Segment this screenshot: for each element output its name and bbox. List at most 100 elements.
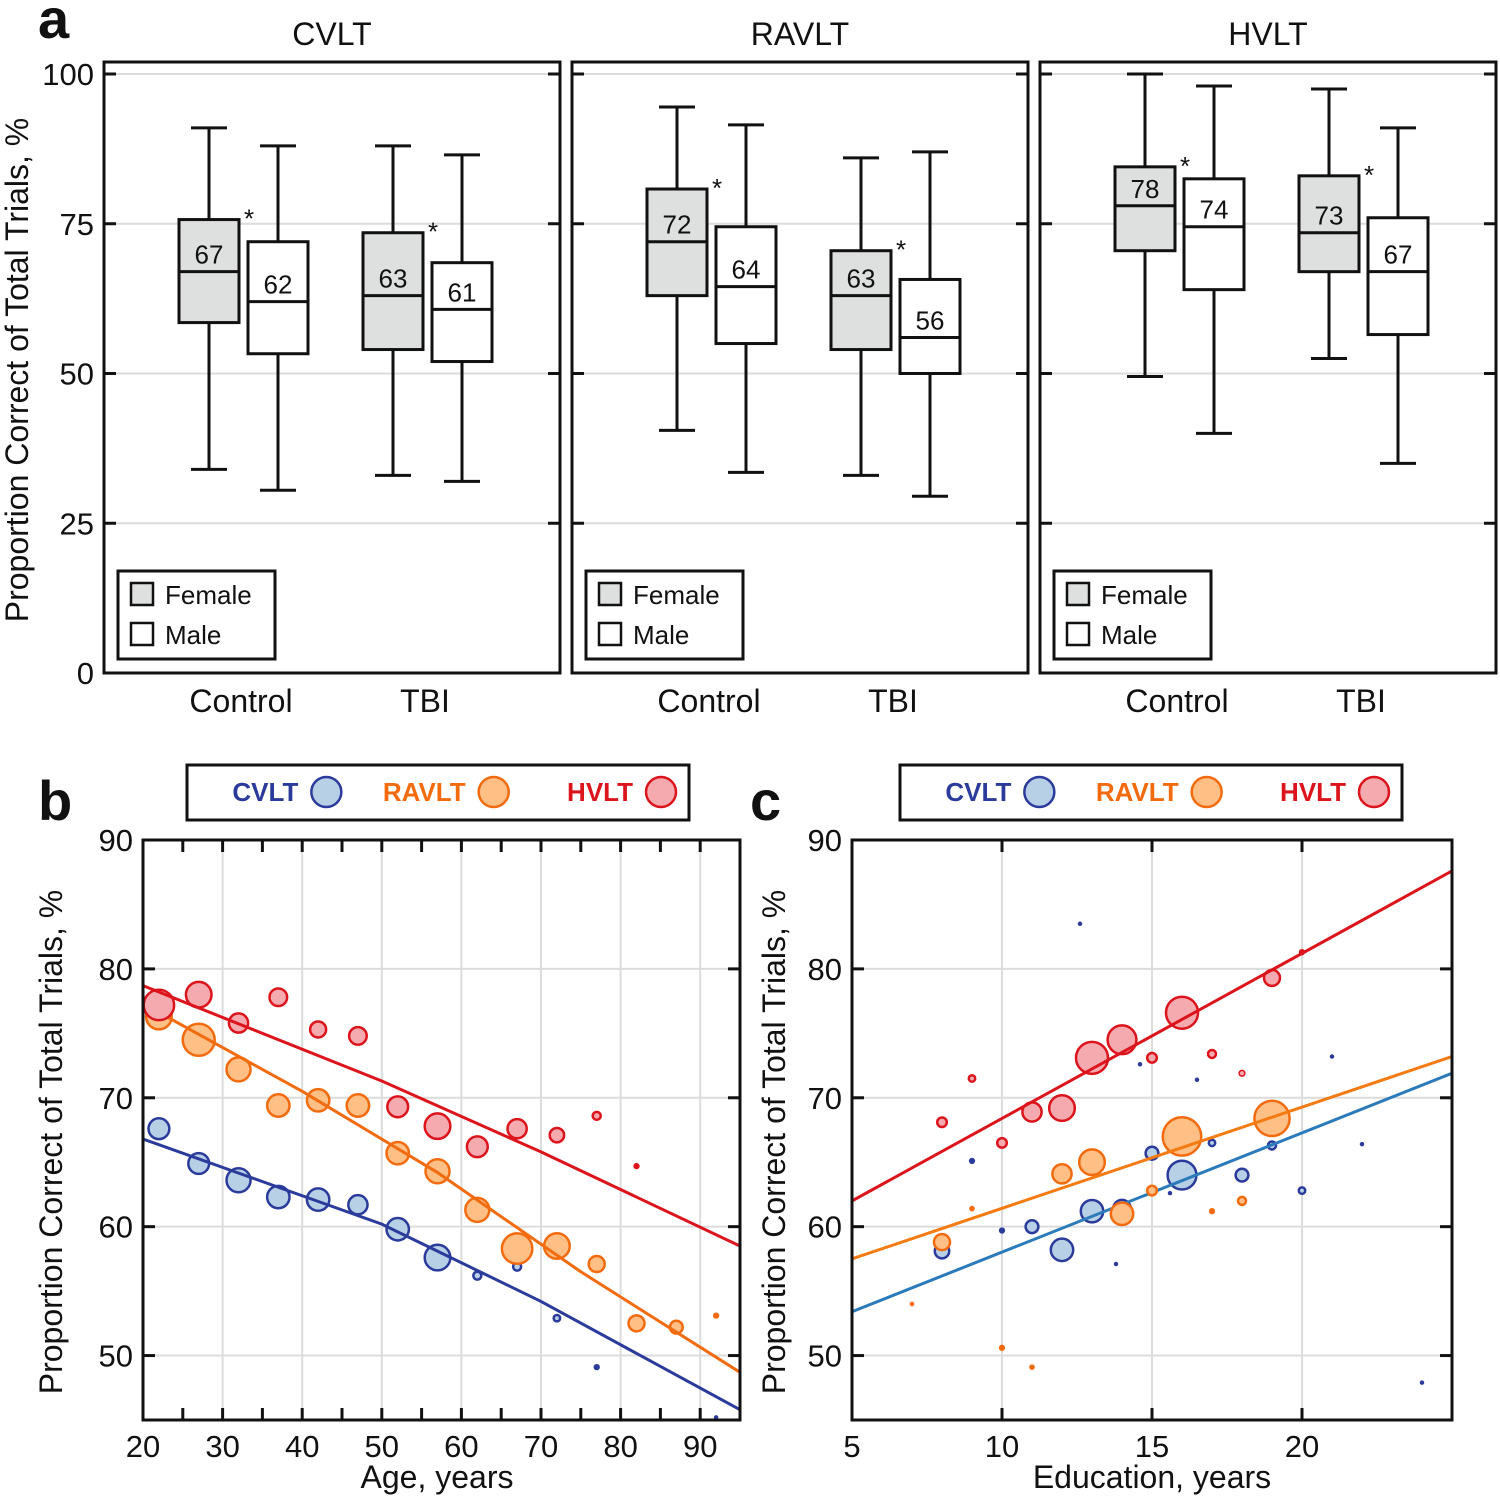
x-tick-label: 15 — [1135, 1429, 1169, 1464]
data-point — [1049, 1237, 1075, 1263]
data-point — [713, 1415, 719, 1420]
legend-swatch — [597, 621, 623, 647]
plot-frame — [102, 60, 562, 675]
significance-asterisk: * — [896, 235, 906, 265]
significance-asterisk: * — [244, 204, 254, 234]
series-cvlt — [143, 1117, 740, 1420]
median-label: 78 — [1131, 174, 1160, 204]
data-point — [1077, 921, 1083, 927]
data-point — [308, 1020, 328, 1039]
x-tick-label: 50 — [365, 1429, 399, 1464]
x-tick-label: 5 — [843, 1429, 860, 1464]
subplot-title: HVLT — [1228, 16, 1307, 52]
data-point — [1137, 1062, 1143, 1067]
legend-label: Male — [1101, 620, 1157, 650]
data-point — [593, 1364, 600, 1371]
median-label: 62 — [264, 270, 293, 300]
data-point — [1194, 1077, 1200, 1082]
legend-marker — [644, 775, 678, 809]
data-point — [465, 1135, 489, 1159]
data-point — [347, 1193, 369, 1216]
legend-frame — [185, 763, 691, 822]
median-label: 73 — [1315, 201, 1344, 231]
data-point — [1419, 1380, 1425, 1385]
data-point — [1051, 1162, 1073, 1185]
x-tick-label: 90 — [683, 1429, 717, 1464]
legend-label: HVLT — [567, 777, 633, 807]
series-ravlt — [852, 1055, 1452, 1370]
legend-swatch — [1065, 581, 1091, 607]
data-point — [909, 1301, 915, 1307]
legend-label: Male — [165, 620, 221, 650]
y-tick-label: 50 — [99, 1339, 133, 1374]
series-hvlt — [143, 980, 740, 1248]
box-iqr — [898, 277, 962, 375]
data-point — [1047, 1094, 1077, 1123]
data-point — [1029, 1364, 1035, 1370]
data-point — [147, 1117, 171, 1141]
panel-letter-b: b — [38, 769, 72, 832]
y-tick-label: 70 — [808, 1081, 842, 1116]
box-iqr — [430, 261, 494, 364]
box-tbi-female: 63 * — [361, 144, 438, 477]
box-control-male: 74 — [1182, 84, 1246, 435]
panel-c-plot: 50 60 70 80 90 5 10 15 20 CVLT RAVLT HVLT — [808, 763, 1454, 1464]
data-point — [181, 1022, 216, 1058]
box-control-female: 78 * — [1113, 72, 1190, 378]
legend-marker — [1023, 775, 1056, 809]
data-point — [591, 1110, 602, 1122]
data-point — [1329, 1054, 1335, 1059]
median-label: 63 — [379, 264, 408, 294]
y-tick-label: 80 — [808, 952, 842, 987]
y-tick-label: 75 — [60, 207, 94, 242]
plot-frame — [1038, 60, 1498, 675]
data-point — [932, 1232, 952, 1252]
box-control-male: 62 — [246, 144, 310, 492]
data-point — [1236, 1195, 1248, 1207]
data-point — [1106, 1024, 1138, 1056]
data-point — [995, 1136, 1009, 1149]
data-point — [423, 1112, 452, 1141]
data-point — [1161, 1115, 1203, 1157]
data-point — [1359, 1141, 1365, 1147]
panel-a-ylabel: Proportion Correct of Total Trials, % — [0, 118, 35, 623]
box-iqr — [829, 249, 893, 352]
box-iqr — [1297, 174, 1361, 274]
data-point — [587, 1254, 606, 1274]
data-point — [967, 1073, 977, 1083]
legend-marker — [1357, 775, 1391, 809]
legend-label: RAVLT — [383, 777, 466, 807]
legend-label: Female — [165, 580, 252, 610]
x-category-label: TBI — [400, 683, 450, 719]
x-tick-label: 40 — [285, 1429, 319, 1464]
fit-line — [143, 984, 740, 1248]
box-tbi-male: 56 — [898, 150, 962, 498]
data-point — [998, 1227, 1006, 1234]
y-tick-label: 0 — [77, 656, 94, 691]
box-control-female: 72 * — [645, 105, 722, 432]
data-point — [935, 1116, 949, 1129]
y-tick-label: 60 — [99, 1210, 133, 1245]
median-label: 67 — [1384, 240, 1413, 270]
data-layer — [143, 980, 740, 1420]
data-point — [506, 1117, 528, 1140]
series-hvlt — [852, 869, 1452, 1203]
subplot-ravlt: RAVLT 72 * 64 63 * 56 Control TBI Female Male — [570, 16, 1030, 719]
data-point — [1145, 1184, 1159, 1197]
median-label: 61 — [448, 277, 477, 307]
panel-b-plot: 50 60 70 80 90 20 30 40 50 60 70 80 90 CVLT RAVLT HVLT — [99, 763, 742, 1464]
x-tick-label: 20 — [126, 1429, 160, 1464]
data-point — [633, 1162, 640, 1170]
plot-frame — [850, 838, 1454, 1422]
data-point — [1238, 1069, 1246, 1077]
data-point — [1113, 1261, 1119, 1267]
box-iqr — [361, 231, 425, 352]
legend-label: HVLT — [1280, 777, 1346, 807]
data-point — [265, 1093, 291, 1118]
panel-c-ylabel: Proportion Correct of Total Trials, % — [756, 890, 792, 1395]
legend: CVLT RAVLT HVLT — [185, 763, 691, 822]
legend-swatch — [1065, 621, 1091, 647]
y-tick-label: 50 — [60, 357, 94, 392]
data-point — [1077, 1148, 1107, 1177]
box-control-female: 67 * — [177, 126, 254, 471]
